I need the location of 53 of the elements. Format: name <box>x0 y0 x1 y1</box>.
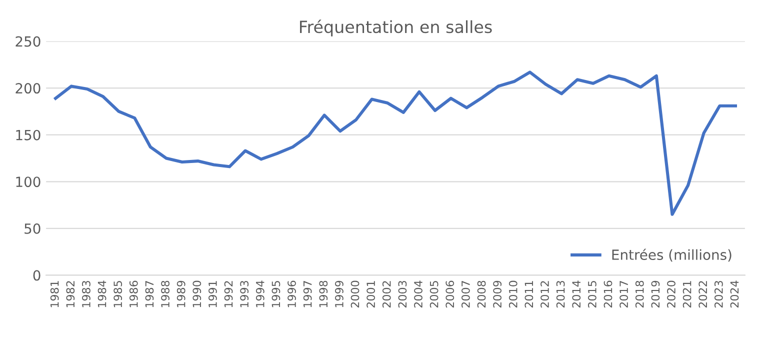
x-tick-label: 2011 <box>524 281 534 308</box>
x-tick-label: 2008 <box>477 280 486 308</box>
x-tick-label: 1996 <box>288 280 296 308</box>
x-tick-label: 1986 <box>129 280 138 308</box>
x-tick-label: 1984 <box>98 280 106 308</box>
y-tick-label: 50 <box>24 223 40 234</box>
x-tick-label: 2016 <box>604 280 612 308</box>
x-tick-label: 2006 <box>446 280 454 308</box>
x-tick-label: 1987 <box>145 281 154 308</box>
x-tick-label: 2007 <box>461 281 470 308</box>
y-tick-label: 150 <box>16 130 40 140</box>
x-tick-label: 2013 <box>556 280 565 308</box>
x-tick-label: 2019 <box>651 280 660 308</box>
line-series <box>54 70 738 216</box>
x-tick-label: 1991 <box>208 281 217 308</box>
x-tick-label: 2000 <box>350 280 360 308</box>
x-tick-label: 2023 <box>714 280 723 308</box>
x-tick-label: 1990 <box>192 280 202 308</box>
x-tick-label: 1989 <box>176 280 186 308</box>
x-tick-label: 2009 <box>493 280 502 308</box>
x-tick-label: 1992 <box>224 281 233 308</box>
y-tick-label: 0 <box>33 270 40 281</box>
x-tick-label: 2002 <box>382 281 391 308</box>
x-tick-label: 2001 <box>366 281 376 308</box>
x-tick-label: 1981 <box>50 281 59 308</box>
x-tick-label: 2024 <box>730 280 739 308</box>
x-tick-label: 1995 <box>272 281 280 308</box>
x-tick-label: 2010 <box>508 280 518 308</box>
x-tick-label: 1982 <box>66 281 75 308</box>
x-tick-label: 2014 <box>572 280 581 308</box>
x-tick-label: 2015 <box>588 281 596 308</box>
chart-title: Fréquentation en salles <box>300 20 492 36</box>
x-tick-label: 2018 <box>635 280 644 308</box>
x-tick-label: 1988 <box>161 280 170 308</box>
x-tick-label: 2005 <box>430 281 438 308</box>
x-tick-label: 2022 <box>698 281 708 308</box>
x-tick-label: 1993 <box>240 280 249 308</box>
x-tick-label: 2012 <box>540 281 549 308</box>
x-tick-label: 2017 <box>620 281 628 308</box>
x-tick-label: 2004 <box>414 280 422 308</box>
x-tick-label: 1999 <box>335 280 344 308</box>
x-tick-label: 2021 <box>682 281 692 308</box>
x-tick-label: 2020 <box>667 280 676 308</box>
x-tick-label: 1998 <box>319 280 328 308</box>
x-tick-label: 1994 <box>256 280 264 308</box>
x-tick-label: 1997 <box>303 281 312 308</box>
y-tick-label: 200 <box>16 83 40 94</box>
x-tick-label: 1983 <box>82 280 90 308</box>
legend-label: Entrées (millions) <box>612 248 732 262</box>
x-tick-label: 2003 <box>398 280 407 308</box>
y-tick-label: 250 <box>16 36 40 47</box>
y-tick-label: 100 <box>16 176 40 188</box>
x-tick-label: 1985 <box>114 281 122 308</box>
